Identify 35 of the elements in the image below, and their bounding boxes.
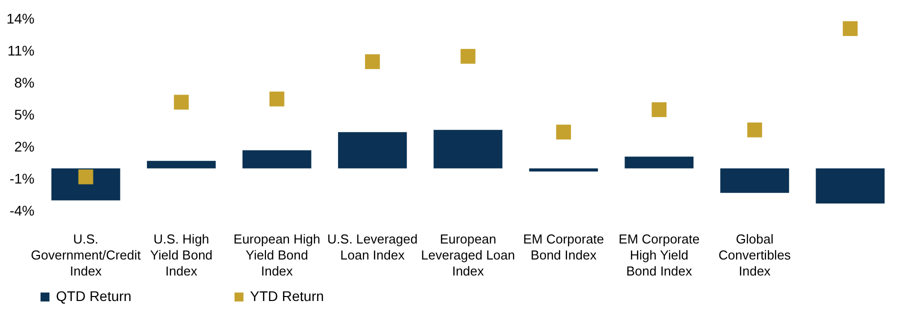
bar (816, 168, 885, 204)
point (365, 54, 380, 70)
bar (624, 156, 694, 168)
x-tick-label: Global Convertibles Index (718, 232, 792, 278)
y-tick-label: -1% (10, 170, 34, 186)
legend-label: QTD Return (56, 288, 132, 304)
x-tick-label: EM Corporate High Yield Bond Index (618, 232, 700, 278)
bar (338, 132, 407, 168)
x-tick-label: EM Corporate Bond Index (523, 232, 604, 262)
x-tick-label: U.S. Government/Credit Index (30, 232, 142, 278)
y-tick-label: -4% (10, 202, 34, 218)
point (652, 102, 667, 118)
bar (434, 130, 502, 168)
point (460, 48, 476, 64)
point (842, 21, 858, 36)
bar (242, 150, 312, 168)
y-tick-label: 2% (14, 138, 34, 154)
bar (146, 160, 216, 168)
point (78, 169, 94, 184)
y-tick-label: 8% (14, 74, 34, 90)
point (747, 122, 762, 138)
bar (720, 168, 790, 193)
y-tick-label: 14% (6, 10, 34, 26)
y-tick-label: 11% (8, 42, 34, 58)
point (556, 124, 571, 140)
point (269, 92, 284, 106)
x-tick-label: European Leveraged Loan Index (421, 232, 515, 278)
y-tick-label: 5% (14, 106, 34, 122)
legend-label: YTD Return (250, 288, 324, 304)
bar (529, 168, 598, 172)
bar (51, 168, 120, 200)
x-tick-label: U.S. Leveraged Loan Index (327, 232, 418, 262)
point (174, 94, 189, 110)
x-tick-label: U.S. High Yield Bond Index (150, 232, 213, 278)
x-tick-label: European High Yield Bond Index (234, 232, 320, 278)
